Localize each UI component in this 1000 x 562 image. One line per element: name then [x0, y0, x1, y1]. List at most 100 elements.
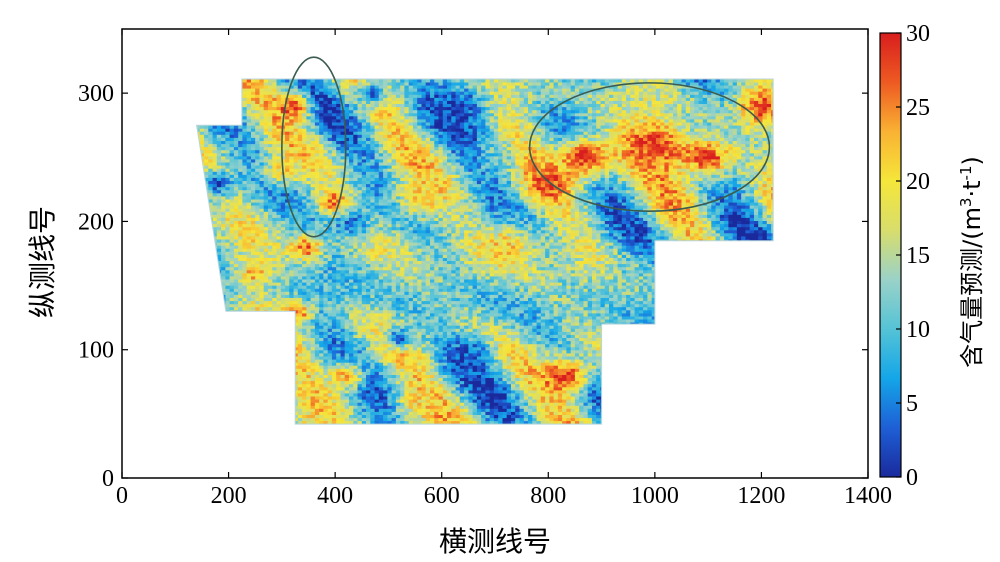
heatmap-cell [268, 251, 273, 255]
heatmap-cell [285, 115, 290, 120]
heatmap-cell [293, 131, 299, 135]
heatmap-cell [259, 208, 265, 212]
heatmap-cell [293, 125, 299, 129]
heatmap-cell [285, 282, 290, 286]
heatmap-cell [229, 134, 235, 138]
heatmap-cell [306, 109, 312, 114]
heatmap-cell [238, 152, 244, 157]
heatmap-cell [272, 146, 278, 151]
heatmap-cell [216, 186, 222, 191]
heatmap-cell [285, 100, 290, 104]
heatmap-cell [285, 146, 290, 151]
heatmap-cell [242, 229, 248, 234]
heatmap-cell [302, 168, 307, 172]
heatmap-cell [297, 134, 303, 138]
heatmap-cell [238, 137, 244, 141]
heatmap-cell [216, 263, 222, 268]
heatmap-cell [306, 242, 312, 246]
heatmap-cell [297, 235, 303, 240]
heatmap-cell [246, 260, 252, 265]
heatmap-cell [199, 146, 205, 151]
heatmap-cell [310, 131, 316, 135]
heatmap-cell [259, 245, 265, 249]
heatmap-cell [293, 395, 299, 400]
heatmap-cell [276, 121, 282, 126]
heatmap-cell [293, 189, 299, 194]
heatmap-cell [285, 211, 290, 215]
heatmap-cell [246, 91, 252, 95]
heatmap-cell [251, 251, 256, 255]
heatmap-cell [276, 266, 282, 271]
heatmap-cell [272, 297, 278, 302]
heatmap-cell [212, 161, 218, 166]
heatmap-cell [276, 81, 282, 86]
heatmap-cell [293, 155, 299, 160]
heatmap-cell [221, 257, 226, 261]
heatmap-cell [204, 180, 209, 185]
heatmap-cell [276, 186, 282, 191]
heatmap-cell [242, 195, 248, 200]
heatmap-cell [285, 168, 290, 172]
heatmap-cell [289, 115, 295, 120]
heatmap-cell [238, 275, 244, 280]
heatmap-cell [199, 149, 205, 154]
heatmap-cell [255, 186, 261, 191]
heatmap-cell [302, 374, 307, 378]
heatmap-cell [246, 81, 252, 86]
heatmap-cell [225, 229, 231, 234]
heatmap-cell [276, 294, 282, 298]
heatmap-cell [196, 131, 201, 135]
heatmap-cell [276, 137, 282, 141]
heatmap-cell [238, 282, 244, 286]
heatmap-cell [272, 84, 278, 89]
heatmap-cell [280, 186, 286, 191]
heatmap-cell [280, 248, 286, 252]
heatmap-cell [310, 97, 316, 101]
heatmap-cell [289, 171, 295, 175]
heatmap-cell [238, 303, 244, 308]
heatmap-cell [263, 79, 269, 83]
heatmap-cell [272, 112, 278, 117]
heatmap-cell [233, 242, 239, 246]
heatmap-cell [246, 288, 252, 292]
heatmap-cell [246, 300, 252, 305]
heatmap-cell [285, 272, 290, 277]
heatmap-cell [289, 174, 295, 178]
heatmap-cell [255, 146, 261, 151]
heatmap-cell [268, 232, 273, 237]
heatmap-cell [268, 248, 273, 252]
heatmap-cell [302, 125, 307, 129]
heatmap-cell [306, 334, 312, 338]
heatmap-cell [306, 288, 312, 292]
heatmap-cell [306, 371, 312, 375]
heatmap-cell [259, 251, 265, 255]
heatmap-cell [242, 275, 248, 280]
heatmap-cell [302, 177, 307, 181]
heatmap-cell [199, 155, 205, 160]
heatmap-cell [310, 399, 316, 403]
heatmap-cell [221, 131, 226, 135]
heatmap-cell [293, 352, 299, 357]
heatmap-cell [310, 211, 316, 215]
heatmap-cell [310, 125, 316, 129]
heatmap-cell [276, 152, 282, 157]
heatmap-cell [216, 192, 222, 197]
heatmap-cell [212, 229, 218, 234]
heatmap-cell [285, 242, 290, 246]
heatmap-cell [268, 155, 273, 160]
heatmap-cell [293, 365, 299, 369]
heatmap-cell [293, 322, 299, 326]
heatmap-cell [310, 371, 316, 375]
heatmap-cell [268, 177, 273, 181]
heatmap-cell [302, 121, 307, 126]
heatmap-cell [310, 192, 316, 197]
heatmap-cell [221, 278, 226, 283]
heatmap-cell [221, 192, 226, 197]
heatmap-cell [255, 303, 261, 308]
heatmap-cell [310, 94, 316, 98]
heatmap-cell [263, 180, 269, 185]
heatmap-cell [302, 318, 307, 323]
heatmap-cell [289, 97, 295, 101]
heatmap-cell [246, 134, 252, 138]
heatmap-cell [280, 229, 286, 234]
